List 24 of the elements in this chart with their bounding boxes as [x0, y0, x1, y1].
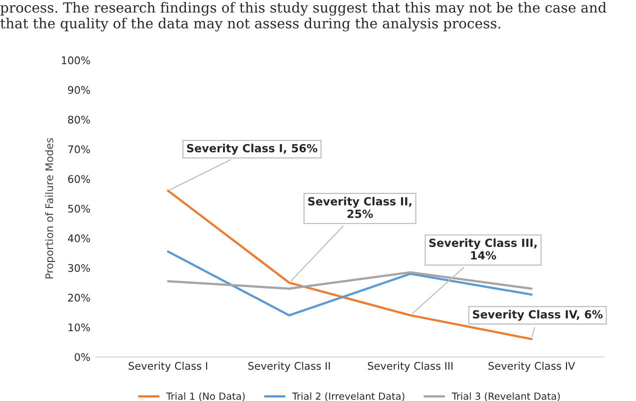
legend-label: Trial 1 (No Data) — [166, 392, 245, 401]
x-tick-label: Severity Class II — [248, 362, 330, 372]
y-tick-label: 30% — [68, 264, 90, 272]
y-tick-label: 90% — [68, 86, 90, 94]
x-tick-label: Severity Class IV — [488, 362, 576, 372]
y-tick-label: 40% — [68, 234, 90, 242]
y-tick-label: 60% — [68, 175, 90, 183]
text: process. The research findings of this study suggest that this may not be the case and that the quality of the data may not assess during the analysis process. — [0, 2, 606, 32]
y-tick-label: 20% — [68, 294, 90, 302]
legend-label: Trial 2 (Irrevelant Data) — [292, 392, 404, 401]
annotation: Severity Class III, 14% — [429, 238, 537, 260]
annotation: Severity Class IV, 6% — [472, 310, 603, 321]
y-tick-label: 100% — [62, 56, 90, 64]
annotation: Severity Class I, 56% — [187, 144, 318, 155]
x-tick-label: Severity Class I — [128, 362, 208, 372]
y-tick-label: 10% — [68, 323, 90, 332]
y-axis-title: Proportion of Failure Modes — [45, 138, 56, 278]
y-tick-label: 0% — [74, 353, 90, 361]
y-tick-label: 80% — [68, 116, 90, 124]
y-tick-label: 70% — [68, 145, 90, 154]
x-tick-label: Severity Class III — [368, 362, 452, 372]
legend-label: Trial 3 (Revelant Data) — [452, 392, 560, 401]
annotation: Severity Class II, 25% — [308, 196, 412, 218]
y-tick-label: 50% — [68, 204, 90, 213]
